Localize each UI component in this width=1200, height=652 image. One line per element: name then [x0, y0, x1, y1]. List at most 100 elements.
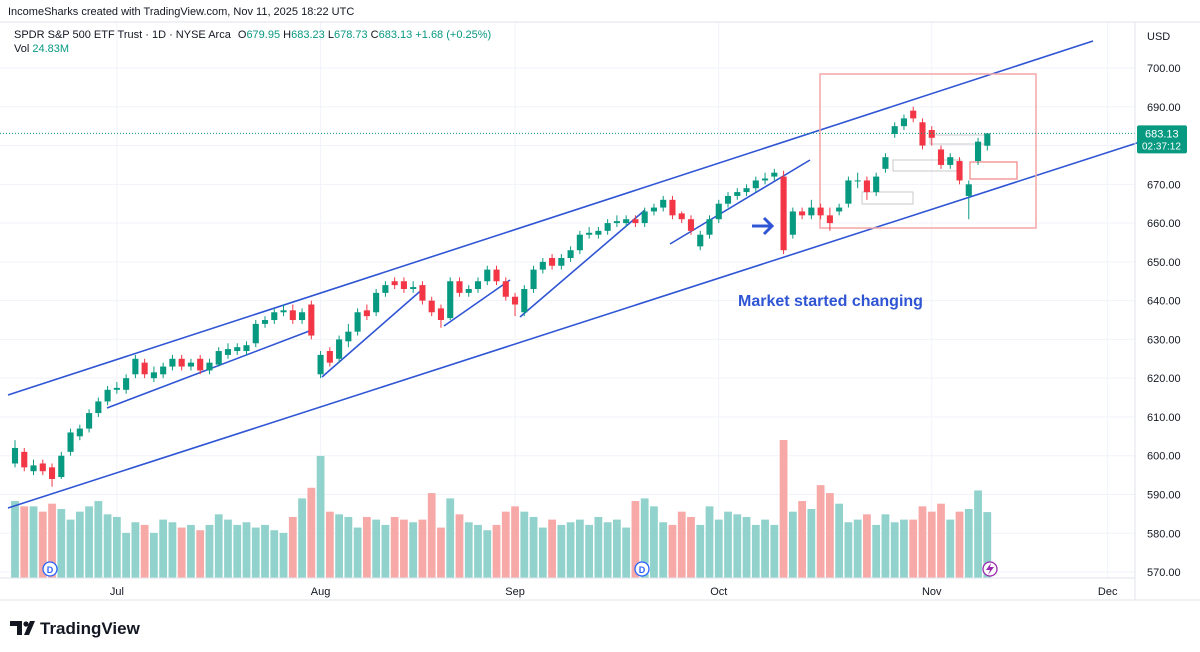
volume-bar [344, 516, 353, 578]
zone-box [969, 161, 1018, 180]
symbol: SPDR S&P 500 ETF Trust · 1D · NYSE Arca [14, 29, 231, 41]
candle-body [604, 223, 611, 231]
candle-body [595, 230, 602, 235]
candle-body [493, 269, 500, 282]
volume-bar [427, 493, 436, 578]
candle-body [58, 455, 65, 478]
volume-bar [279, 532, 288, 578]
candle-body [317, 354, 324, 375]
candle-body [660, 199, 667, 208]
drawings: Market started changing [7, 40, 1141, 509]
volume-bar [150, 532, 158, 578]
candle-body [817, 207, 824, 216]
volume-bar [196, 530, 205, 578]
candle-body [419, 285, 426, 301]
currency: USD [1147, 31, 1170, 43]
volume-bar [872, 524, 881, 578]
volume-bar [594, 516, 603, 578]
candle-body [123, 378, 130, 390]
candle-body [113, 387, 120, 390]
candle-body [762, 178, 769, 181]
change: +1.68 (+0.25%) [415, 29, 492, 41]
volume-bar [622, 527, 631, 578]
trend-line [519, 209, 646, 318]
volume-bar [918, 506, 927, 578]
volume-bar [909, 519, 918, 578]
volume-bar [214, 514, 223, 578]
candle-body [243, 345, 250, 352]
candle-body [261, 320, 269, 324]
candle-body [549, 257, 556, 266]
volume-bar [94, 501, 103, 578]
volume-bar [696, 524, 705, 578]
volume-bar [538, 527, 547, 578]
candle-body [197, 358, 204, 371]
volume-bar [900, 519, 908, 578]
candle-body [521, 289, 528, 313]
candle-body [437, 308, 445, 321]
candle-body [919, 122, 926, 146]
x-tick-label: Nov [922, 586, 942, 598]
volume-bar [38, 511, 47, 578]
candle-body [586, 232, 593, 235]
candle-body [373, 292, 380, 313]
arrow [752, 216, 775, 236]
candle-body [11, 447, 19, 464]
attribution: IncomeSharks created with TradingView.co… [8, 6, 355, 18]
volume-bar [927, 511, 936, 578]
candle-body [641, 211, 648, 224]
candle-body [530, 269, 537, 289]
volume-bar [353, 527, 362, 578]
candle-body [928, 130, 935, 138]
candle-body [836, 207, 843, 212]
ohlc-label: L [327, 29, 334, 41]
candle-body [724, 195, 732, 204]
x-tick-label: Jul [110, 586, 124, 598]
candle-body [965, 184, 972, 196]
annotation: Market started changing [738, 293, 923, 310]
candle-body [882, 157, 889, 169]
volume-bar [548, 519, 556, 578]
candle-body [799, 211, 806, 216]
volume-bar [474, 524, 482, 578]
volume-bar [585, 524, 594, 578]
volume-bar [390, 516, 399, 578]
volume-bar [159, 519, 168, 578]
volume-bar [511, 506, 519, 578]
candle-body [623, 219, 630, 224]
candle-body [48, 467, 56, 479]
candle-body [363, 310, 370, 317]
candle-body [873, 176, 880, 193]
volume-bar [751, 524, 760, 578]
volume-bar [501, 511, 510, 578]
candle-body [511, 296, 519, 305]
candle-body [465, 289, 472, 293]
countdown: 02:37:12 [1142, 141, 1181, 152]
volume-bar [242, 522, 251, 578]
candle-body [391, 281, 398, 286]
volume-bar [650, 506, 658, 578]
y-tick-label: 660.00 [1147, 218, 1181, 230]
volume-bar [11, 501, 19, 578]
volume-bar [844, 522, 853, 578]
ohlc-value: 678.73 [333, 29, 368, 41]
candle-body [706, 219, 713, 235]
x-tick-label: Oct [710, 586, 727, 598]
volume-bar [205, 524, 214, 578]
candle-body [86, 413, 93, 429]
volume-bar [85, 506, 93, 578]
price-label-box [1137, 125, 1187, 154]
candle-body [382, 285, 389, 293]
volume-bar [964, 509, 973, 578]
candle-body [558, 257, 565, 266]
candle-body [336, 339, 343, 359]
volume-bar [603, 522, 612, 578]
candle-body [613, 221, 620, 224]
candle-body [326, 351, 333, 363]
candle-body [141, 362, 148, 375]
y-tick-label: 620.00 [1147, 373, 1181, 385]
candle-body [678, 213, 685, 220]
candle-body [206, 362, 213, 371]
volume-bar [631, 501, 640, 578]
channel-lower [7, 141, 1141, 509]
